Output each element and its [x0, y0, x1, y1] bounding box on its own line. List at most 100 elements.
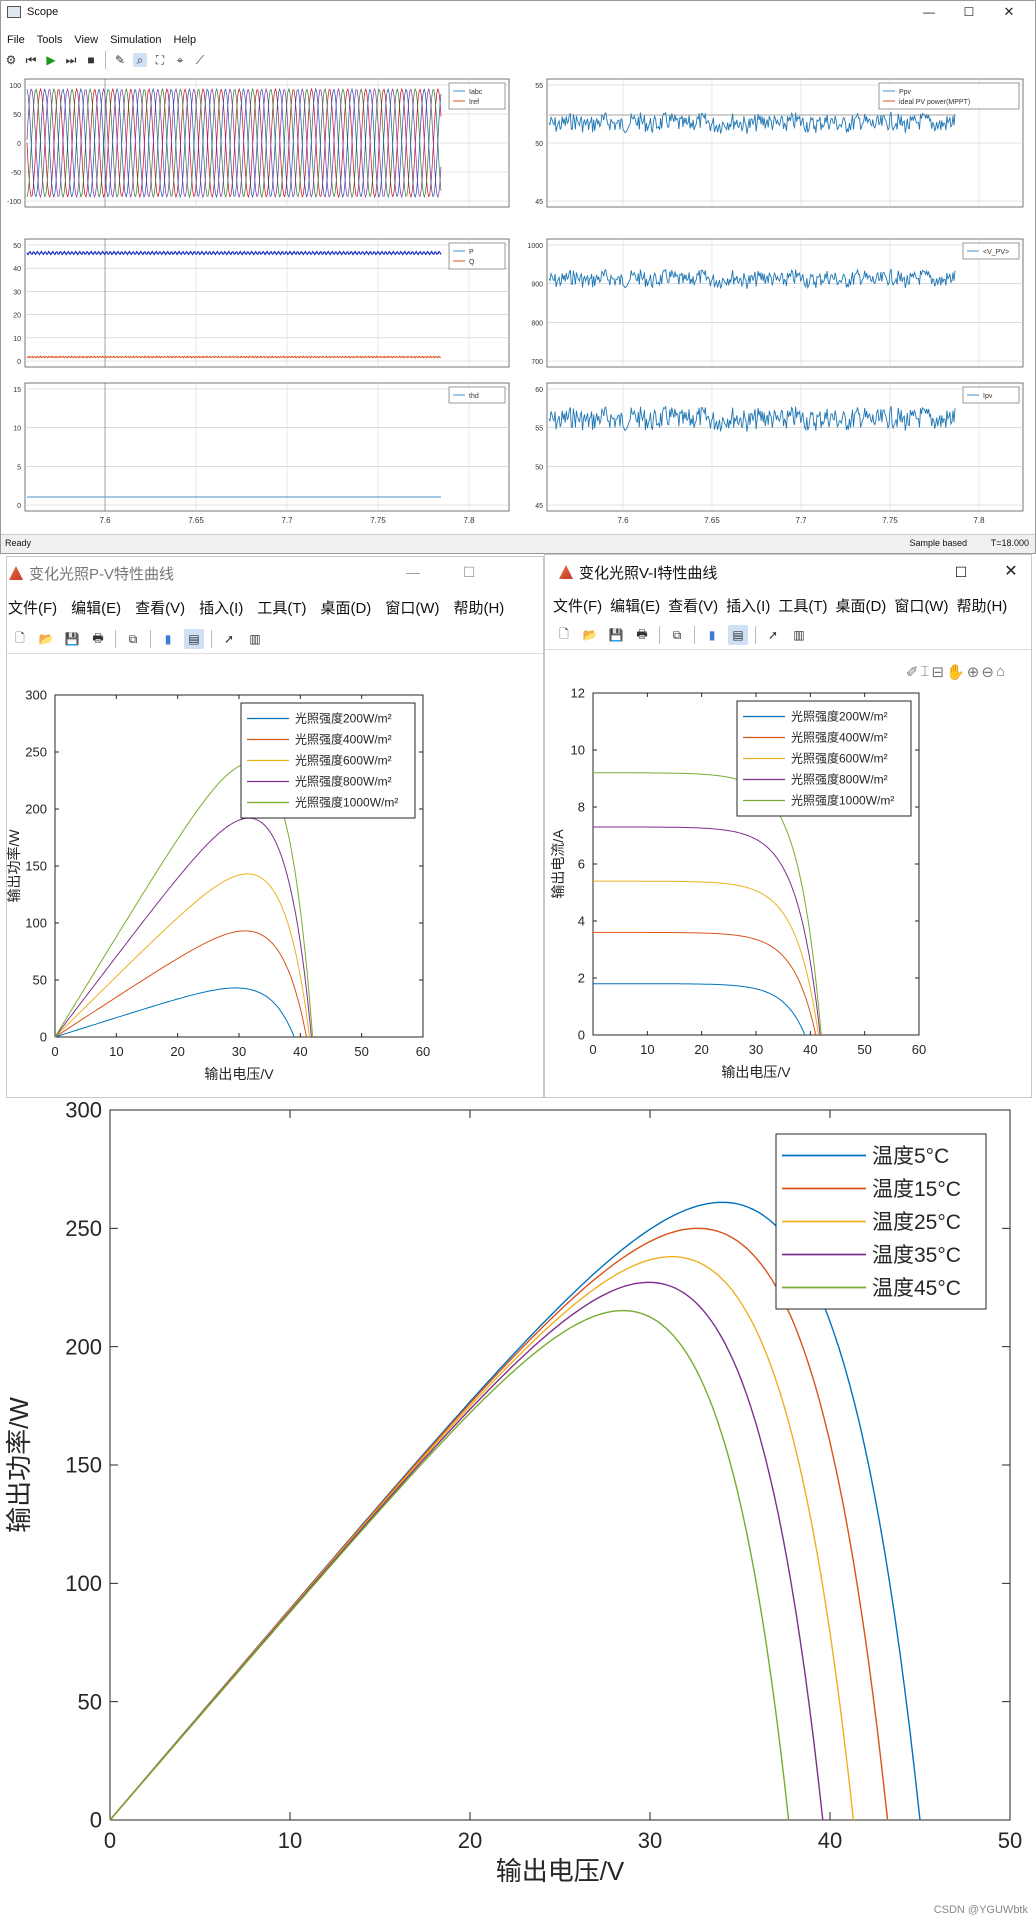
iv-menu-help[interactable]: 帮助(H): [956, 598, 1008, 615]
brush-icon[interactable]: ✐: [905, 664, 919, 681]
temperature-pv-chart: 0 10 20 30 40 50 0 50 100 150 200 250 300 输出电压/V 输出功率/…: [4, 1098, 1022, 1886]
export-icon[interactable]: ⊟: [931, 664, 945, 681]
x-axis-label: 输出电压/V: [496, 1856, 625, 1886]
home-icon[interactable]: ⌂: [995, 663, 1005, 680]
scope-y-tick-label: -50: [11, 170, 21, 177]
menu-tools[interactable]: Tools: [36, 34, 63, 46]
pv-menu-desktop[interactable]: 桌面(D): [320, 600, 372, 617]
y-tick-label: 2: [578, 971, 585, 986]
open-folder-icon[interactable]: 📂: [582, 628, 598, 642]
scope-y-tick-label: 20: [13, 313, 21, 320]
x-axis-label: 输出电压/V: [721, 1064, 791, 1080]
property-editor-icon[interactable]: ▥: [249, 632, 261, 646]
link-plot-icon[interactable]: ⧉: [672, 627, 682, 642]
pv-menu-window[interactable]: 窗口(W): [385, 600, 440, 617]
x-axis-label: 输出电压/V: [204, 1066, 274, 1082]
minimize-button[interactable]: —: [923, 5, 935, 19]
scope-legend-entry: ideal PV power(MPPT): [899, 99, 970, 106]
pv-menu-tools[interactable]: 工具(T): [257, 600, 307, 617]
y-tick-label: 100: [25, 916, 47, 931]
pan-icon[interactable]: ✋: [946, 664, 965, 681]
colorbar-icon[interactable]: ▮: [164, 632, 172, 646]
y-tick-label: 150: [65, 1453, 102, 1478]
iv-menu-window[interactable]: 窗口(W): [894, 598, 949, 615]
close-button[interactable]: ✕: [1003, 4, 1015, 19]
scope-trace: [26, 87, 442, 199]
save-icon[interactable]: 💾: [608, 628, 624, 642]
stop-icon[interactable]: ■: [87, 53, 95, 67]
series-line: [593, 880, 819, 1036]
pointer-icon[interactable]: ➚: [767, 628, 779, 642]
toolbar-separator: [105, 51, 106, 69]
iv-menu-tools[interactable]: 工具(T): [778, 598, 828, 615]
colorbar-icon[interactable]: ▮: [708, 628, 716, 642]
iv-menu-desktop[interactable]: 桌面(D): [835, 598, 887, 615]
status-ready: Ready: [5, 538, 32, 548]
y-tick-label: 0: [90, 1808, 102, 1833]
legend-entry: 光照强度1000W/m²: [295, 795, 398, 810]
iv-chart: 0 10 20 30 40 50 60 0 2 4 6 8 10 12 输出电压/V 输出电流/A 光照强度20…: [550, 686, 926, 1080]
cursor-icon[interactable]: ⌖: [176, 52, 184, 67]
zoom-icon[interactable]: ⌕: [133, 53, 147, 67]
new-file-icon[interactable]: 🗋: [559, 626, 569, 641]
data-tip-icon[interactable]: ⌶: [920, 663, 930, 680]
pv-menu-view[interactable]: 查看(V): [135, 600, 186, 617]
measure-icon[interactable]: ⟋: [195, 52, 205, 67]
scope-y-tick-label: 1000: [527, 243, 543, 250]
pv-menu-help[interactable]: 帮助(H): [453, 600, 505, 617]
scope-y-tick-label: 5: [17, 464, 21, 471]
iv-menu-insert[interactable]: 插入(I): [726, 598, 771, 615]
x-tick-label: 20: [694, 1042, 708, 1057]
property-editor-icon[interactable]: ▥: [793, 628, 805, 642]
pv-maximize-button[interactable]: ☐: [462, 564, 476, 580]
status-time: T=18.000: [990, 538, 1029, 548]
new-file-icon[interactable]: 🗋: [15, 630, 25, 645]
scope-y-tick-label: 100: [9, 83, 21, 90]
series-line: [593, 826, 821, 1036]
scope-y-tick-label: 50: [13, 112, 21, 119]
zoom-out-icon[interactable]: ⊖: [981, 664, 994, 681]
scope-app-icon: [7, 6, 21, 18]
pv-menu-insert[interactable]: 插入(I): [199, 600, 244, 617]
x-tick-label: 10: [109, 1044, 123, 1059]
link-plot-icon[interactable]: ⧉: [128, 631, 138, 646]
save-icon[interactable]: 💾: [64, 632, 80, 646]
open-folder-icon[interactable]: 📂: [38, 632, 54, 646]
scope-y-tick-label: 55: [535, 83, 543, 90]
menu-file[interactable]: File: [7, 34, 25, 46]
menu-simulation[interactable]: Simulation: [110, 34, 162, 46]
x-tick-label: 30: [232, 1044, 246, 1059]
run-icon[interactable]: ▶: [46, 53, 56, 67]
step-forward-icon[interactable]: ⏭: [65, 52, 77, 67]
print-icon[interactable]: 🖶: [636, 626, 648, 641]
maximize-button[interactable]: ☐: [963, 5, 975, 19]
pv-figure-window: 变化光照P-V特性曲线 — ☐ 文件(F) 编辑(E) 查看(V) 插入(I) …: [6, 556, 544, 1098]
iv-menu-view[interactable]: 查看(V): [668, 598, 719, 615]
menu-view[interactable]: View: [74, 34, 99, 46]
zoom-in-icon[interactable]: ⊕: [966, 664, 980, 681]
pv-menu-file[interactable]: 文件(F): [8, 600, 58, 617]
scope-axes: [24, 238, 510, 368]
legend-icon[interactable]: ▤: [184, 629, 204, 649]
scope-time-tick-label: 7.75: [882, 516, 898, 525]
step-back-icon[interactable]: ⏮: [25, 52, 37, 67]
legend-entry: 光照强度800W/m²: [295, 774, 392, 789]
autoscale-icon[interactable]: ⛶: [155, 52, 165, 67]
pv-menu-edit[interactable]: 编辑(E): [71, 600, 122, 617]
x-tick-label: 40: [293, 1044, 307, 1059]
iv-close-button[interactable]: ✕: [1004, 563, 1018, 580]
series-line: [54, 817, 312, 1038]
print-icon[interactable]: 🖶: [92, 630, 104, 645]
iv-menu-file[interactable]: 文件(F): [553, 598, 603, 615]
legend-icon[interactable]: ▤: [728, 625, 748, 645]
pointer-icon[interactable]: ➚: [223, 632, 235, 646]
scope-axes: [24, 382, 510, 512]
scope-legend-box: [448, 82, 506, 110]
scope-legend-box: [878, 82, 1020, 110]
menu-help[interactable]: Help: [173, 34, 197, 46]
settings-gear-icon[interactable]: ⚙: [5, 53, 17, 67]
iv-menu-edit[interactable]: 编辑(E): [610, 598, 661, 615]
highlight-icon[interactable]: ✎: [114, 53, 126, 67]
iv-maximize-button[interactable]: ☐: [954, 564, 968, 580]
pv-minimize-button[interactable]: —: [406, 564, 420, 580]
